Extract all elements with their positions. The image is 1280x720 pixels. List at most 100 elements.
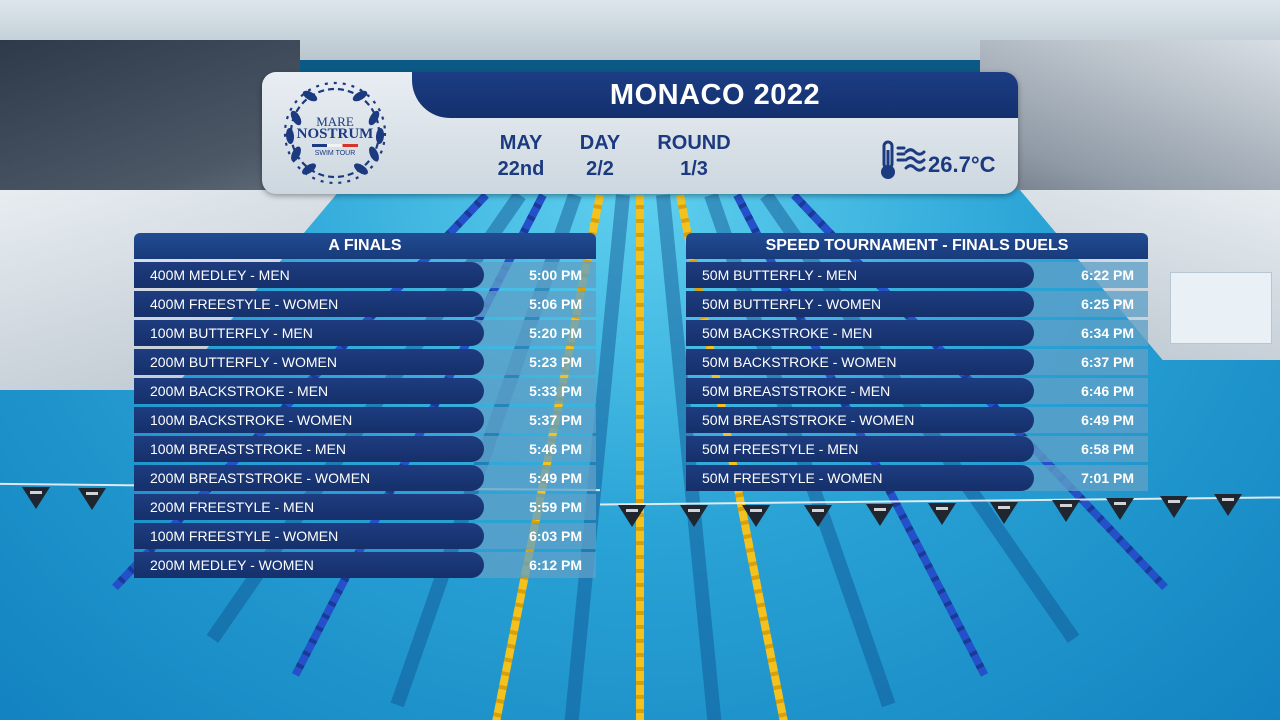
event-name: 50M BUTTERFLY - MEN: [702, 267, 858, 283]
event-header-panel: MONACO 2022 MARE NOSTRUM SWIM TOU: [262, 72, 1018, 194]
pennant-flag: [78, 488, 106, 510]
water-thermometer-icon: [880, 140, 926, 182]
schedule-row: 100M FREESTYLE - WOMEN 6:03 PM: [134, 523, 596, 549]
event-time: 7:01 PM: [1081, 470, 1134, 486]
event-time: 5:20 PM: [529, 325, 582, 341]
event-time: 6:22 PM: [1081, 267, 1134, 283]
laurel-wreath-icon: [283, 81, 387, 185]
logo-flag-stripe: [312, 144, 358, 147]
schedule-row: 200M BACKSTROKE - MEN 5:33 PM: [134, 378, 596, 404]
row-event-band: [134, 465, 484, 491]
event-time: 5:46 PM: [529, 441, 582, 457]
event-name: 50M BACKSTROKE - MEN: [702, 325, 873, 341]
schedule-row: 200M FREESTYLE - MEN 5:59 PM: [134, 494, 596, 520]
lane-rope: [636, 195, 644, 720]
schedule-row: 100M BACKSTROKE - WOMEN 5:37 PM: [134, 407, 596, 433]
pennant-flag: [990, 502, 1018, 524]
row-event-band: [686, 291, 1034, 317]
pennant-flag: [1106, 498, 1134, 520]
event-time: 5:06 PM: [529, 296, 582, 312]
event-name: 200M BUTTERFLY - WOMEN: [150, 354, 337, 370]
event-time: 5:49 PM: [529, 470, 582, 486]
info-date-value: 22nd: [497, 158, 545, 180]
info-round-label: ROUND: [657, 132, 731, 154]
pennant-flag: [1052, 500, 1080, 522]
event-name: 200M BREASTSTROKE - WOMEN: [150, 470, 371, 486]
row-event-band: [686, 349, 1034, 375]
schedule-row: 100M BREASTSTROKE - MEN 5:46 PM: [134, 436, 596, 462]
schedule-row: 50M FREESTYLE - MEN 6:58 PM: [686, 436, 1148, 462]
event-name: 200M MEDLEY - WOMEN: [150, 557, 314, 573]
event-time: 5:23 PM: [529, 354, 582, 370]
event-name: 400M FREESTYLE - WOMEN: [150, 296, 339, 312]
row-event-band: [134, 262, 484, 288]
event-name: 100M BACKSTROKE - WOMEN: [150, 412, 353, 428]
pennant-flag: [804, 505, 832, 527]
speed-tournament-rows: 50M BUTTERFLY - MEN 6:22 PM 50M BUTTERFLY …: [686, 262, 1148, 491]
schedule-row: 400M MEDLEY - MEN 5:00 PM: [134, 262, 596, 288]
schedule-row: 200M MEDLEY - WOMEN 6:12 PM: [134, 552, 596, 578]
pennant-flag: [618, 505, 646, 527]
row-event-band: [134, 523, 484, 549]
info-round-value: 1/3: [680, 158, 708, 180]
pennant-flag: [742, 505, 770, 527]
schedule-row: 50M BACKSTROKE - MEN 6:34 PM: [686, 320, 1148, 346]
schedule-row: 200M BUTTERFLY - WOMEN 5:23 PM: [134, 349, 596, 375]
row-event-band: [134, 291, 484, 317]
pennant-flag: [866, 504, 894, 526]
event-name: 200M BACKSTROKE - MEN: [150, 383, 329, 399]
event-name: 200M FREESTYLE - MEN: [150, 499, 315, 515]
event-name: 50M BREASTSTROKE - MEN: [702, 383, 891, 399]
row-event-band: [686, 407, 1034, 433]
row-event-band: [134, 349, 484, 375]
row-event-band: [134, 320, 484, 346]
pennant-flag: [22, 487, 50, 509]
schedule-row: 50M BUTTERFLY - MEN 6:22 PM: [686, 262, 1148, 288]
event-name: 400M MEDLEY - MEN: [150, 267, 290, 283]
event-time: 6:49 PM: [1081, 412, 1134, 428]
event-time: 5:59 PM: [529, 499, 582, 515]
pennant-flag: [1214, 494, 1242, 516]
event-time: 5:33 PM: [529, 383, 582, 399]
event-time: 6:03 PM: [529, 528, 582, 544]
header-title-band: [412, 72, 1018, 118]
row-event-band: [686, 320, 1034, 346]
event-name: 100M BUTTERFLY - MEN: [150, 325, 313, 341]
event-time: 6:25 PM: [1081, 296, 1134, 312]
info-date-label: MAY: [499, 132, 543, 154]
row-event-band: [686, 436, 1034, 462]
event-name: 50M FREESTYLE - MEN: [702, 441, 859, 457]
a-finals-schedule: A FINALS 400M MEDLEY - MEN 5:00 PM 400M FR…: [134, 233, 596, 578]
row-event-band: [134, 407, 484, 433]
row-event-band: [686, 465, 1034, 491]
event-time: 5:00 PM: [529, 267, 582, 283]
pennant-flag: [928, 503, 956, 525]
schedule-row: 50M BUTTERFLY - WOMEN 6:25 PM: [686, 291, 1148, 317]
pennant-flag: [680, 505, 708, 527]
row-event-band: [134, 494, 484, 520]
schedule-row: 200M BREASTSTROKE - WOMEN 5:49 PM: [134, 465, 596, 491]
advertising-board: [1170, 272, 1272, 344]
event-time: 6:37 PM: [1081, 354, 1134, 370]
info-date: MAY 22nd: [488, 130, 554, 182]
a-finals-title: A FINALS: [134, 233, 596, 259]
info-day-value: 2/2: [586, 158, 614, 180]
info-round: ROUND 1/3: [646, 130, 742, 182]
row-event-band: [134, 552, 484, 578]
row-event-band: [134, 436, 484, 462]
schedule-row: 100M BUTTERFLY - MEN 5:20 PM: [134, 320, 596, 346]
event-name: 50M BUTTERFLY - WOMEN: [702, 296, 882, 312]
row-event-band: [686, 378, 1034, 404]
speed-tournament-schedule: SPEED TOURNAMENT - FINALS DUELS 50M BUTT…: [686, 233, 1148, 491]
logo-text-swim-tour: SWIM TOUR: [314, 150, 356, 157]
event-name: 100M BREASTSTROKE - MEN: [150, 441, 347, 457]
schedule-row: 50M BACKSTROKE - WOMEN 6:37 PM: [686, 349, 1148, 375]
event-time: 6:34 PM: [1081, 325, 1134, 341]
event-time: 6:12 PM: [529, 557, 582, 573]
info-day-label: DAY: [579, 132, 621, 154]
event-time: 6:46 PM: [1081, 383, 1134, 399]
event-title: MONACO 2022: [609, 79, 821, 111]
schedule-row: 50M FREESTYLE - WOMEN 7:01 PM: [686, 465, 1148, 491]
logo-text-nostrum: NOSTRUM: [296, 126, 374, 142]
logo-text-mare: MARE: [316, 114, 354, 129]
